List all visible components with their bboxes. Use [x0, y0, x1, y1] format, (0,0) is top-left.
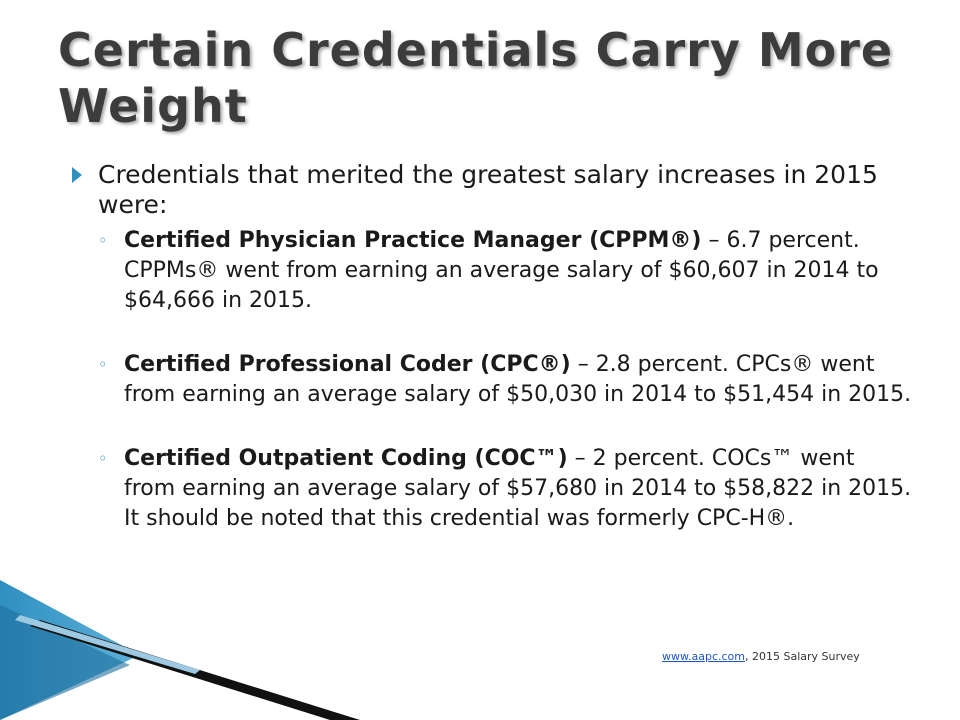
ring-bullet-icon: ◦	[98, 355, 108, 374]
credential-detail: – 2.8 percent. CPCs® went from earning a…	[124, 352, 912, 407]
source-footer: www.aapc.com, 2015 Salary Survey	[662, 650, 860, 663]
slide-title: Certain Credentials Carry More Weight	[58, 23, 894, 133]
bullet-text: Credentials that merited the greatest sa…	[98, 160, 878, 219]
decorative-swoosh	[0, 580, 360, 720]
slide-content: Credentials that merited the greatest sa…	[72, 160, 912, 534]
credential-detail: – 2 percent. COCs™ went from earning an …	[124, 446, 912, 531]
ring-bullet-icon: ◦	[98, 231, 108, 250]
source-link[interactable]: www.aapc.com	[662, 650, 745, 663]
sub-bullet-cppm: ◦ Certified Physician Practice Manager (…	[72, 226, 912, 316]
sub-bullet-coc: ◦ Certified Outpatient Coding (COC™) – 2…	[72, 444, 912, 534]
credential-name: Certified Professional Coder (CPC®)	[124, 352, 571, 377]
sub-bullet-cpc: ◦ Certified Professional Coder (CPC®) – …	[72, 350, 912, 410]
arrow-bullet-icon	[72, 167, 82, 183]
bullet-item: Credentials that merited the greatest sa…	[72, 160, 912, 220]
credential-detail: – 6.7 percent. CPPMs® went from earning …	[124, 228, 879, 313]
ring-bullet-icon: ◦	[98, 449, 108, 468]
source-text: , 2015 Salary Survey	[744, 650, 860, 663]
credential-name: Certified Physician Practice Manager (CP…	[124, 228, 702, 253]
credential-name: Certified Outpatient Coding (COC™)	[124, 446, 568, 471]
